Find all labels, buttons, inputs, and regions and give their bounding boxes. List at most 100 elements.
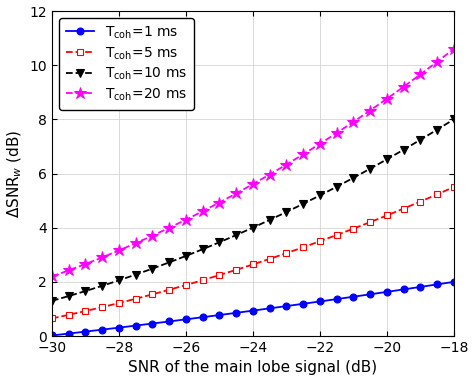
T$_{\mathregular{coh}}$=5 ms (317, 239, 323, 243)
T$_{\mathregular{coh}}$=10 ms (267, 218, 273, 222)
T$_{\mathregular{coh}}$=10 ms (116, 278, 122, 283)
T$_{\mathregular{coh}}$=10 ms (451, 117, 456, 122)
T$_{\mathregular{coh}}$=5 ms (250, 262, 255, 267)
T$_{\mathregular{coh}}$=1 ms (283, 304, 289, 308)
T$_{\mathregular{coh}}$=20 ms (451, 47, 456, 51)
T$_{\mathregular{coh}}$=10 ms (100, 283, 105, 288)
T$_{\mathregular{coh}}$=20 ms (116, 248, 122, 253)
T$_{\mathregular{coh}}$=20 ms (367, 108, 373, 113)
T$_{\mathregular{coh}}$=20 ms (317, 142, 323, 146)
T$_{\mathregular{coh}}$=10 ms (401, 147, 406, 152)
T$_{\mathregular{coh}}$=20 ms (418, 72, 423, 77)
T$_{\mathregular{coh}}$=1 ms (100, 327, 105, 332)
T$_{\mathregular{coh}}$=10 ms (418, 138, 423, 142)
T$_{\mathregular{coh}}$=10 ms (350, 176, 356, 180)
T$_{\mathregular{coh}}$=20 ms (434, 59, 440, 64)
T$_{\mathregular{coh}}$=5 ms (49, 316, 55, 321)
T$_{\mathregular{coh}}$=20 ms (100, 255, 105, 260)
T$_{\mathregular{coh}}$=10 ms (434, 128, 440, 132)
Line: T$_{\mathregular{coh}}$=10 ms: T$_{\mathregular{coh}}$=10 ms (48, 115, 458, 305)
T$_{\mathregular{coh}}$=10 ms (334, 184, 339, 189)
T$_{\mathregular{coh}}$=1 ms (434, 282, 440, 287)
T$_{\mathregular{coh}}$=1 ms (217, 313, 222, 317)
T$_{\mathregular{coh}}$=1 ms (49, 333, 55, 338)
T$_{\mathregular{coh}}$=20 ms (217, 200, 222, 205)
T$_{\mathregular{coh}}$=5 ms (384, 213, 390, 218)
T$_{\mathregular{coh}}$=10 ms (250, 226, 255, 230)
T$_{\mathregular{coh}}$=20 ms (82, 262, 88, 266)
T$_{\mathregular{coh}}$=10 ms (82, 289, 88, 293)
T$_{\mathregular{coh}}$=1 ms (150, 321, 155, 326)
T$_{\mathregular{coh}}$=1 ms (133, 323, 138, 328)
T$_{\mathregular{coh}}$=10 ms (150, 266, 155, 271)
T$_{\mathregular{coh}}$=10 ms (233, 233, 239, 237)
T$_{\mathregular{coh}}$=20 ms (401, 85, 406, 89)
T$_{\mathregular{coh}}$=20 ms (233, 191, 239, 196)
T$_{\mathregular{coh}}$=10 ms (367, 166, 373, 171)
T$_{\mathregular{coh}}$=1 ms (116, 325, 122, 330)
T$_{\mathregular{coh}}$=5 ms (334, 233, 339, 237)
Legend: T$_{\mathregular{coh}}$=1 ms, T$_{\mathregular{coh}}$=5 ms, T$_{\mathregular{coh: T$_{\mathregular{coh}}$=1 ms, T$_{\mathr… (59, 18, 194, 110)
T$_{\mathregular{coh}}$=20 ms (283, 162, 289, 167)
T$_{\mathregular{coh}}$=5 ms (200, 278, 206, 282)
T$_{\mathregular{coh}}$=5 ms (350, 226, 356, 231)
T$_{\mathregular{coh}}$=5 ms (217, 273, 222, 277)
T$_{\mathregular{coh}}$=10 ms (283, 210, 289, 215)
T$_{\mathregular{coh}}$=10 ms (200, 247, 206, 251)
T$_{\mathregular{coh}}$=1 ms (367, 292, 373, 297)
T$_{\mathregular{coh}}$=1 ms (317, 299, 323, 304)
T$_{\mathregular{coh}}$=1 ms (267, 306, 273, 311)
T$_{\mathregular{coh}}$=5 ms (133, 296, 138, 301)
T$_{\mathregular{coh}}$=10 ms (66, 294, 72, 298)
Y-axis label: ΔSNR$_w$ (dB): ΔSNR$_w$ (dB) (6, 129, 24, 218)
T$_{\mathregular{coh}}$=10 ms (300, 202, 306, 206)
T$_{\mathregular{coh}}$=10 ms (183, 254, 189, 258)
T$_{\mathregular{coh}}$=10 ms (384, 157, 390, 162)
T$_{\mathregular{coh}}$=20 ms (49, 274, 55, 279)
Line: T$_{\mathregular{coh}}$=20 ms: T$_{\mathregular{coh}}$=20 ms (46, 43, 460, 283)
T$_{\mathregular{coh}}$=20 ms (250, 182, 255, 186)
T$_{\mathregular{coh}}$=1 ms (166, 319, 172, 324)
T$_{\mathregular{coh}}$=1 ms (200, 315, 206, 320)
T$_{\mathregular{coh}}$=20 ms (183, 218, 189, 222)
T$_{\mathregular{coh}}$=10 ms (49, 299, 55, 303)
T$_{\mathregular{coh}}$=1 ms (451, 280, 456, 284)
T$_{\mathregular{coh}}$=5 ms (166, 288, 172, 292)
T$_{\mathregular{coh}}$=1 ms (418, 285, 423, 289)
T$_{\mathregular{coh}}$=10 ms (217, 240, 222, 245)
X-axis label: SNR of the main lobe signal (dB): SNR of the main lobe signal (dB) (128, 360, 377, 375)
T$_{\mathregular{coh}}$=1 ms (82, 329, 88, 334)
T$_{\mathregular{coh}}$=5 ms (183, 283, 189, 287)
T$_{\mathregular{coh}}$=1 ms (250, 308, 255, 313)
T$_{\mathregular{coh}}$=1 ms (66, 331, 72, 336)
T$_{\mathregular{coh}}$=5 ms (367, 220, 373, 224)
T$_{\mathregular{coh}}$=20 ms (267, 172, 273, 177)
T$_{\mathregular{coh}}$=20 ms (300, 152, 306, 157)
T$_{\mathregular{coh}}$=1 ms (233, 311, 239, 315)
T$_{\mathregular{coh}}$=1 ms (384, 290, 390, 294)
T$_{\mathregular{coh}}$=20 ms (133, 241, 138, 245)
T$_{\mathregular{coh}}$=20 ms (66, 268, 72, 273)
T$_{\mathregular{coh}}$=20 ms (150, 234, 155, 238)
T$_{\mathregular{coh}}$=20 ms (166, 226, 172, 230)
T$_{\mathregular{coh}}$=5 ms (283, 251, 289, 256)
Line: T$_{\mathregular{coh}}$=1 ms: T$_{\mathregular{coh}}$=1 ms (48, 279, 457, 339)
T$_{\mathregular{coh}}$=5 ms (300, 245, 306, 250)
T$_{\mathregular{coh}}$=5 ms (451, 185, 456, 189)
T$_{\mathregular{coh}}$=5 ms (100, 305, 105, 309)
T$_{\mathregular{coh}}$=10 ms (133, 272, 138, 277)
T$_{\mathregular{coh}}$=1 ms (350, 295, 356, 299)
T$_{\mathregular{coh}}$=5 ms (66, 312, 72, 317)
T$_{\mathregular{coh}}$=20 ms (200, 209, 206, 213)
T$_{\mathregular{coh}}$=5 ms (434, 192, 440, 197)
T$_{\mathregular{coh}}$=5 ms (82, 309, 88, 313)
T$_{\mathregular{coh}}$=1 ms (334, 297, 339, 301)
Line: T$_{\mathregular{coh}}$=5 ms: T$_{\mathregular{coh}}$=5 ms (48, 184, 457, 322)
T$_{\mathregular{coh}}$=5 ms (116, 301, 122, 305)
T$_{\mathregular{coh}}$=5 ms (418, 199, 423, 204)
T$_{\mathregular{coh}}$=1 ms (183, 317, 189, 322)
T$_{\mathregular{coh}}$=20 ms (350, 120, 356, 124)
T$_{\mathregular{coh}}$=20 ms (334, 131, 339, 135)
T$_{\mathregular{coh}}$=1 ms (300, 301, 306, 306)
T$_{\mathregular{coh}}$=20 ms (384, 96, 390, 101)
